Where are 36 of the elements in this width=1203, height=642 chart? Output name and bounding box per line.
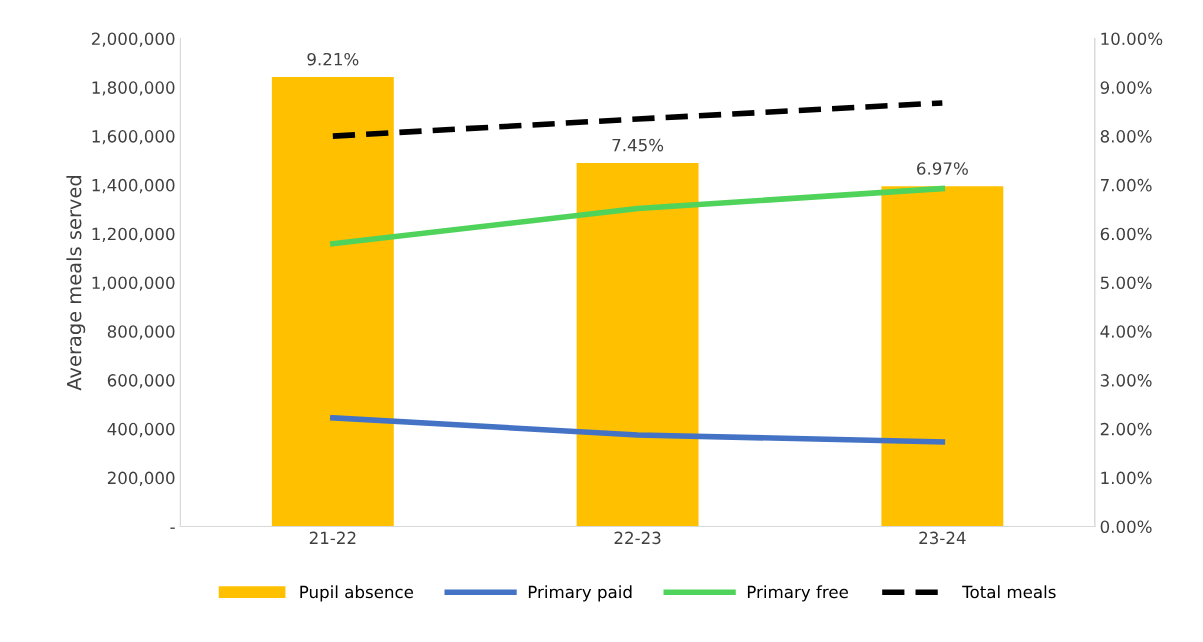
y2-tick-label: 10.00% (1101, 32, 1163, 46)
y-tick-label: 200,000 (107, 471, 175, 486)
y-tick-label: - (170, 527, 175, 529)
y2-tick-label: 1.00% (1101, 471, 1152, 485)
x-tick-label: 21-22 (309, 531, 356, 544)
data-label: 7.45% (612, 138, 664, 152)
y2-tick-label: 0.00% (1100, 520, 1152, 534)
x-tick-label: 23-24 (919, 531, 966, 545)
y2-tick-label: 7.00% (1100, 178, 1152, 192)
y2-tick-label: 8.00% (1100, 130, 1152, 143)
bar (576, 162, 699, 527)
legend-label: Total meals (962, 585, 1056, 599)
y-tick-label: 800,000 (107, 325, 175, 340)
bar (881, 186, 1004, 527)
bar (271, 77, 394, 527)
y2-tick-label: 3.00% (1100, 374, 1152, 387)
y-tick-label: 600,000 (107, 374, 175, 389)
y2-tick-label: 5.00% (1100, 276, 1152, 290)
y2-tick-label: 9.00% (1100, 81, 1152, 94)
y-tick-label: 2,000,000 (91, 32, 175, 47)
y-tick-label: 1,400,000 (92, 178, 175, 194)
x-tick-label: 22-23 (614, 531, 661, 545)
y-axis-title: Average meals served (66, 176, 86, 391)
legend-label: Pupil absence (300, 585, 414, 602)
legend-label: Primary free (747, 585, 848, 602)
data-label: 9.21% (307, 52, 359, 66)
y2-tick-label: 2.00% (1100, 422, 1152, 436)
y-tick-label: 400,000 (107, 422, 175, 438)
y2-tick-label: 4.00% (1100, 325, 1152, 338)
y-tick-label: 1,000,000 (92, 276, 175, 291)
y-tick-label: 1,200,000 (92, 227, 175, 242)
legend-label: Primary paid (528, 585, 632, 602)
y-tick-label: 1,800,000 (92, 81, 175, 96)
data-label: 6.97% (917, 162, 968, 175)
y-tick-label: 1,600,000 (92, 130, 175, 145)
y2-tick-label: 6.00% (1100, 227, 1152, 241)
